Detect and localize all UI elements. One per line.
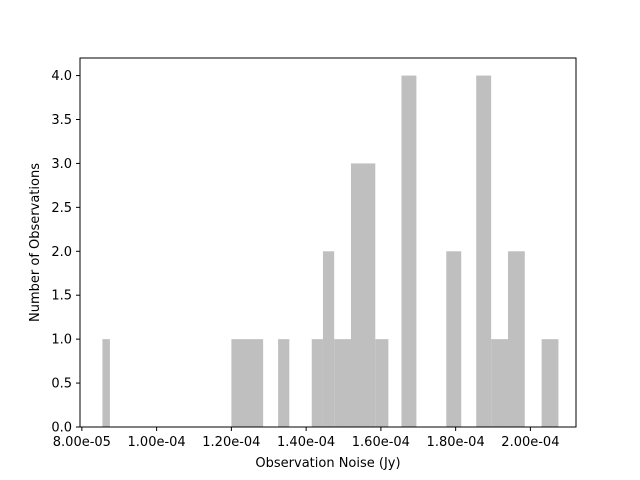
histogram-bar-14 [541, 339, 559, 427]
y-tick-label-3: 1.0 [51, 333, 72, 348]
y-tick-label-6: 2.5 [51, 201, 72, 216]
x-tick-label-5: 1.60e-04 [352, 435, 410, 450]
y-tick-label-4: 1.5 [51, 289, 72, 304]
x-tick-label-2: 1.00e-04 [128, 435, 186, 450]
y-axis-ticks: 0.0 0.5 1.0 1.5 2.0 2.5 3.0 3.5 4.0 [51, 69, 80, 436]
y-axis-label: Number of Observations [28, 163, 43, 322]
y-tick-label-7: 3.0 [51, 157, 72, 172]
x-axis-label: Observation Noise (Jy) [255, 456, 400, 471]
x-tick-label-1: 8.00e-05 [53, 435, 111, 450]
x-tick-label-6: 1.80e-04 [427, 435, 485, 450]
histogram-bar-10 [446, 251, 462, 427]
x-tick-label-7: 2.00e-04 [501, 435, 559, 450]
histogram-bar-8 [375, 339, 389, 427]
histogram-bar-9 [401, 75, 417, 427]
plot-area-frame [79, 57, 577, 428]
histogram-bar-4 [311, 339, 323, 427]
y-tick-label-2: 0.5 [51, 377, 72, 392]
histogram-bar-3 [278, 339, 290, 427]
histogram-bar-6 [334, 339, 351, 427]
histogram-bar-5 [322, 251, 335, 427]
histogram-bar-7 [350, 163, 376, 427]
x-axis-ticks: 8.00e-05 1.00e-04 1.20e-04 1.40e-04 1.60e-04… [53, 427, 559, 450]
y-tick-label-9: 4.0 [51, 69, 72, 84]
histogram-bar-12 [491, 339, 508, 427]
histogram-bars [102, 75, 559, 427]
histogram-bar-11 [476, 75, 492, 427]
histogram-bar-2 [231, 339, 264, 427]
histogram-bar-13 [507, 251, 525, 427]
y-tick-label-8: 3.5 [51, 113, 72, 128]
x-tick-label-3: 1.20e-04 [202, 435, 260, 450]
histogram-bar-1 [102, 339, 110, 427]
x-tick-label-4: 1.40e-04 [277, 435, 335, 450]
y-tick-label-5: 2.0 [51, 245, 72, 260]
y-tick-label-1: 0.0 [51, 421, 72, 436]
